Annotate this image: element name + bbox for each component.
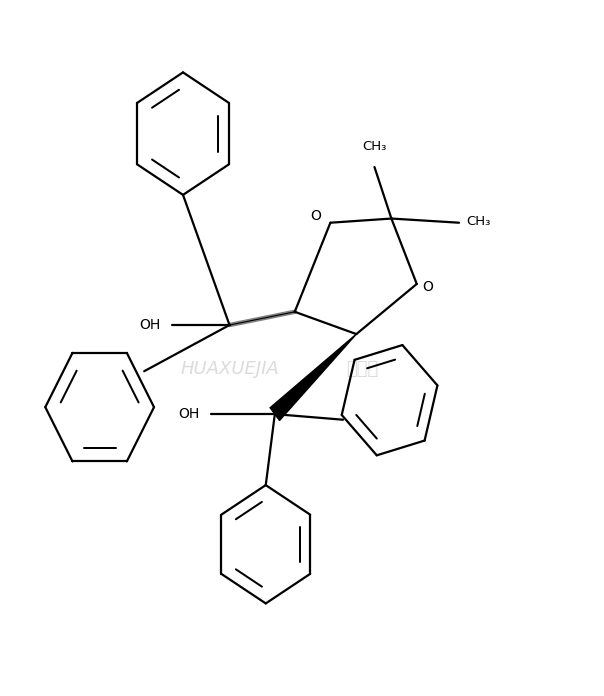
Text: OH: OH	[178, 407, 199, 421]
Polygon shape	[270, 334, 356, 420]
Text: O: O	[310, 209, 321, 223]
Text: CH₃: CH₃	[362, 140, 387, 153]
Text: CH₃: CH₃	[466, 215, 490, 228]
Text: HUAXUEJIA: HUAXUEJIA	[180, 360, 279, 378]
Text: OH: OH	[139, 318, 160, 332]
Text: 化学加: 化学加	[346, 360, 379, 378]
Text: O: O	[422, 280, 433, 294]
